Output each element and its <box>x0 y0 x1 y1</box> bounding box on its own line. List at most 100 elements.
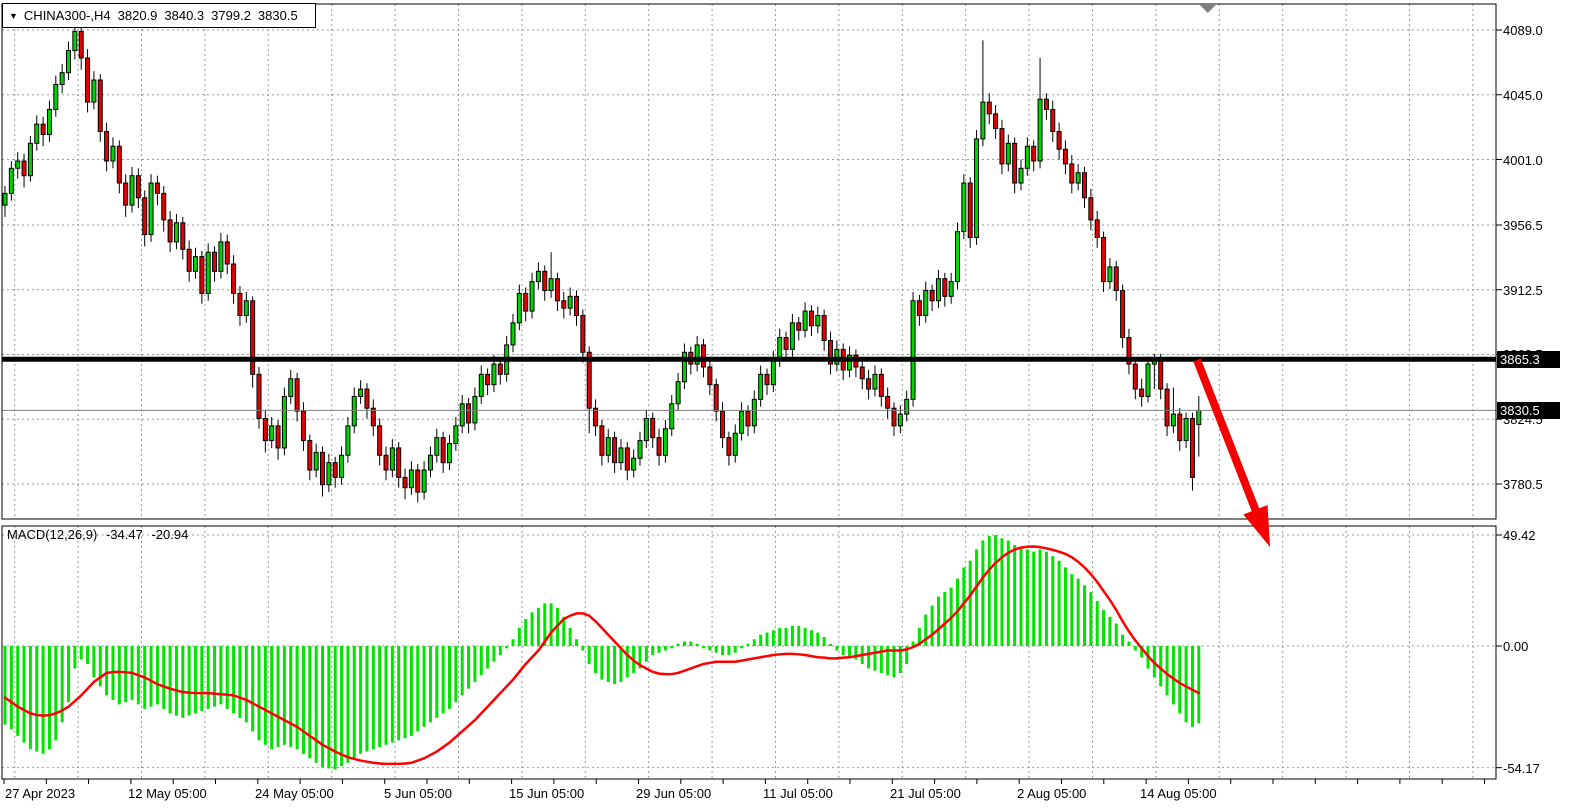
candle-body <box>554 278 560 302</box>
macd-histogram-bar <box>975 549 979 646</box>
macd-histogram-bar <box>263 646 267 745</box>
candle-body <box>339 454 345 478</box>
candle-body <box>593 407 599 427</box>
time-axis-label: 27 Apr 2023 <box>5 786 76 801</box>
candle-body <box>281 395 287 449</box>
macd-histogram-bar <box>270 646 274 750</box>
candle-body <box>402 476 408 489</box>
price-axis-label: 4045.0 <box>1503 87 1543 103</box>
macd-histogram-bar <box>835 646 839 651</box>
macd-histogram-bar <box>638 646 642 669</box>
macd-histogram-bar <box>511 639 515 646</box>
candle-body <box>497 363 503 375</box>
candle-body <box>701 344 706 368</box>
ohlc-high: 3840.3 <box>164 8 205 23</box>
candle-body <box>1031 145 1037 162</box>
macd-histogram-bar <box>1133 646 1137 651</box>
candle-body <box>453 425 459 445</box>
macd-histogram-bar <box>575 639 578 646</box>
candle-body <box>358 388 364 397</box>
macd-histogram-bar <box>549 603 553 646</box>
candle-body <box>923 289 929 316</box>
candle-body <box>897 413 903 427</box>
candle-body <box>224 241 230 265</box>
macd-histogram-bar <box>1032 551 1036 646</box>
macd-histogram-bar <box>873 646 877 671</box>
macd-histogram-bar <box>124 646 128 703</box>
macd-histogram-bar <box>905 646 909 664</box>
candle-body <box>370 407 376 427</box>
candle-body <box>1024 145 1030 169</box>
candle-body <box>942 278 948 297</box>
macd-axis-label: -54.17 <box>1503 760 1540 776</box>
candle-body <box>586 351 592 409</box>
candle-body <box>929 289 935 302</box>
candle-body <box>275 425 281 449</box>
time-axis-label: 5 Jun 05:00 <box>384 786 452 801</box>
macd-histogram-bar <box>492 646 496 662</box>
candle-body <box>758 373 764 400</box>
trend-arrow-head[interactable] <box>1243 505 1270 547</box>
candle-body <box>808 310 814 327</box>
candle-body <box>916 300 922 316</box>
macd-histogram-bar <box>359 646 363 754</box>
macd-histogram-bar <box>727 646 731 655</box>
candle-body <box>580 314 586 353</box>
candle-body <box>694 344 700 365</box>
ohlc-close: 3830.5 <box>257 8 298 23</box>
macd-histogram-bar <box>327 646 331 769</box>
macd-histogram-bar <box>200 646 204 712</box>
macd-histogram-bar <box>663 646 667 651</box>
symbol-dropdown-icon[interactable]: ▼ <box>9 10 18 21</box>
macd-histogram-bar <box>295 646 299 750</box>
candle-body <box>389 447 395 471</box>
macd-histogram-bar <box>60 646 64 723</box>
candle-body <box>574 295 579 316</box>
candle-body <box>796 322 802 331</box>
macd-histogram-bar <box>22 646 26 743</box>
candle-body <box>345 425 351 456</box>
macd-histogram-bar <box>746 643 750 646</box>
candle-body <box>662 428 668 456</box>
pane-divider[interactable] <box>0 518 1497 526</box>
candle-body <box>967 182 973 238</box>
scroll-to-end-marker[interactable] <box>1198 4 1217 13</box>
macd-signal-value: -20.94 <box>151 527 189 542</box>
macd-histogram-bar <box>594 646 598 673</box>
candle-body <box>167 219 173 243</box>
macd-histogram-bar <box>848 646 852 658</box>
candle-body <box>161 192 167 221</box>
macd-histogram-bar <box>1006 540 1010 646</box>
candle-body <box>2 192 8 206</box>
candle-body <box>154 182 160 194</box>
macd-histogram-bar <box>384 646 388 745</box>
candle-body <box>205 251 211 294</box>
macd-axis-label: 49.42 <box>1503 528 1536 543</box>
candle-body <box>396 447 402 478</box>
macd-histogram-bar <box>816 632 820 646</box>
macd-histogram-bar <box>162 646 166 709</box>
macd-histogram-bar <box>225 646 229 709</box>
macd-histogram-bar <box>467 646 471 689</box>
macd-histogram-bar <box>702 646 705 649</box>
candle-body <box>535 270 541 283</box>
candle-body <box>999 128 1005 165</box>
candle-body <box>250 300 256 375</box>
macd-histogram-bar <box>524 619 528 646</box>
macd-histogram-bar <box>1190 646 1194 727</box>
candle-body <box>1082 172 1087 199</box>
macd-histogram-bar <box>98 646 102 687</box>
price-axis-label: 4001.0 <box>1503 152 1543 168</box>
candle-body <box>21 160 27 177</box>
candle-body <box>650 418 656 439</box>
macd-histogram-bar <box>841 646 845 655</box>
macd-histogram-bar <box>682 641 686 646</box>
macd-histogram-bar <box>505 646 509 649</box>
candle-body <box>1158 359 1164 390</box>
macd-main-value: -34.47 <box>105 527 143 542</box>
trend-arrow-shaft[interactable] <box>1193 358 1262 517</box>
candle-body <box>491 363 497 386</box>
candle-body <box>186 248 192 272</box>
candle-body <box>332 462 338 478</box>
